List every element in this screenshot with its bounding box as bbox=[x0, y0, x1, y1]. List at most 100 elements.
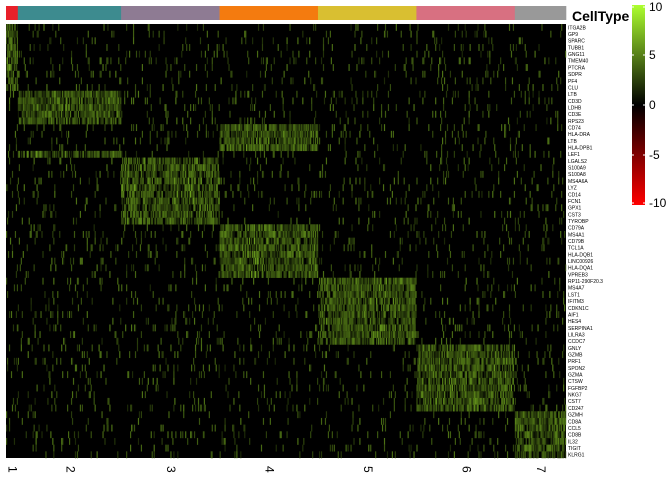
heatmap-cell bbox=[314, 271, 316, 278]
heatmap-cell bbox=[258, 224, 261, 232]
heatmap-cell bbox=[100, 110, 102, 118]
heatmap-cell bbox=[23, 150, 25, 158]
heatmap-cell bbox=[6, 44, 8, 51]
heatmap-cell bbox=[6, 184, 8, 192]
heatmap-cell bbox=[151, 157, 153, 165]
heatmap-cell bbox=[37, 150, 39, 158]
heatmap-cell bbox=[231, 70, 233, 78]
heatmap-cell bbox=[253, 144, 255, 152]
heatmap-cell bbox=[283, 244, 285, 252]
heatmap-cell bbox=[405, 284, 407, 292]
heatmap-cell bbox=[516, 117, 518, 125]
heatmap-cell bbox=[298, 204, 300, 212]
heatmap-cell bbox=[126, 184, 128, 192]
heatmap-cell bbox=[334, 317, 336, 325]
heatmap-cell bbox=[250, 271, 252, 278]
heatmap-cell bbox=[197, 190, 200, 198]
heatmap-cell bbox=[488, 37, 490, 45]
heatmap-cell bbox=[362, 311, 364, 318]
heatmap-cell bbox=[508, 197, 511, 205]
heatmap-cell bbox=[444, 110, 447, 118]
heatmap-row-vpreb3 bbox=[15, 271, 550, 278]
heatmap-cell bbox=[240, 271, 242, 278]
heatmap-cell bbox=[218, 204, 220, 212]
heatmap-cell bbox=[317, 291, 320, 298]
heatmap-cell bbox=[41, 150, 43, 158]
heatmap-cell bbox=[159, 97, 161, 105]
heatmap-cell bbox=[108, 104, 110, 111]
heatmap-cell bbox=[263, 264, 266, 272]
heatmap-cell bbox=[88, 150, 90, 158]
heatmap-cell bbox=[385, 277, 388, 285]
heatmap-cell bbox=[381, 324, 384, 332]
heatmap-cell bbox=[428, 251, 430, 258]
heatmap-cell bbox=[101, 150, 103, 158]
heatmap-cell bbox=[198, 164, 201, 172]
heatmap-cell bbox=[376, 291, 378, 298]
heatmap-cell bbox=[174, 317, 176, 325]
heatmap-cell bbox=[382, 331, 385, 339]
heatmap-cell bbox=[25, 90, 27, 98]
heatmap-cell bbox=[111, 110, 113, 118]
heatmap-cell bbox=[352, 311, 354, 318]
heatmap-cell bbox=[91, 104, 93, 111]
heatmap-cell bbox=[199, 210, 202, 218]
heatmap-cell bbox=[134, 157, 137, 165]
heatmap-cell bbox=[6, 217, 9, 225]
heatmap-cell bbox=[364, 144, 366, 152]
heatmap-cell bbox=[166, 164, 168, 172]
heatmap-cell bbox=[329, 291, 331, 298]
heatmap-cell bbox=[315, 137, 317, 145]
heatmap-cell bbox=[267, 257, 269, 265]
heatmap-cell bbox=[538, 97, 540, 105]
heatmap-cell bbox=[117, 337, 119, 345]
heatmap-cell bbox=[177, 157, 179, 165]
heatmap-cell bbox=[91, 84, 93, 91]
heatmap-cell bbox=[186, 177, 188, 185]
heatmap-cell bbox=[247, 251, 249, 258]
heatmap-cell bbox=[124, 217, 126, 225]
heatmap-cell bbox=[166, 324, 168, 332]
heatmap-cell bbox=[68, 110, 70, 118]
heatmap-cell bbox=[36, 97, 38, 105]
heatmap-cell bbox=[52, 291, 54, 298]
heatmap-cell bbox=[336, 304, 338, 312]
heatmap-cell bbox=[189, 190, 191, 198]
heatmap-cell bbox=[132, 204, 135, 212]
heatmap-cell bbox=[57, 291, 59, 298]
heatmap-cell bbox=[371, 244, 373, 252]
heatmap-cell bbox=[478, 311, 480, 318]
heatmap-cell bbox=[258, 230, 261, 238]
heatmap-cell bbox=[250, 244, 252, 252]
heatmap-cell bbox=[333, 284, 335, 292]
heatmap-cell bbox=[201, 164, 204, 172]
heatmap-cell bbox=[414, 277, 416, 285]
heatmap-cell bbox=[307, 224, 309, 232]
heatmap-cell bbox=[287, 237, 289, 245]
heatmap-cell bbox=[210, 184, 212, 192]
heatmap-cell bbox=[564, 304, 566, 312]
heatmap-cell bbox=[260, 264, 263, 272]
heatmap-cell bbox=[427, 204, 429, 212]
heatmap-row-cdkn1c bbox=[17, 304, 566, 312]
heatmap-cell bbox=[273, 57, 275, 65]
heatmap-cell bbox=[51, 170, 53, 178]
heatmap-cell bbox=[183, 197, 185, 205]
heatmap-cell bbox=[63, 251, 65, 258]
heatmap-cell bbox=[293, 264, 295, 272]
heatmap-cell bbox=[88, 230, 90, 238]
heatmap-cell bbox=[321, 331, 324, 339]
heatmap-cell bbox=[559, 277, 561, 285]
heatmap-cell bbox=[382, 284, 385, 292]
heatmap-cell bbox=[207, 177, 209, 185]
heatmap-cell bbox=[161, 170, 163, 178]
heatmap-cell bbox=[192, 210, 194, 218]
heatmap-cell bbox=[541, 24, 543, 31]
heatmap-cell bbox=[317, 271, 319, 278]
heatmap-cell bbox=[182, 190, 184, 198]
heatmap-cell bbox=[150, 104, 152, 111]
heatmap-cell bbox=[120, 317, 122, 325]
heatmap-cell bbox=[239, 224, 241, 232]
heatmap-cell bbox=[341, 90, 343, 98]
heatmap-cell bbox=[310, 144, 312, 152]
